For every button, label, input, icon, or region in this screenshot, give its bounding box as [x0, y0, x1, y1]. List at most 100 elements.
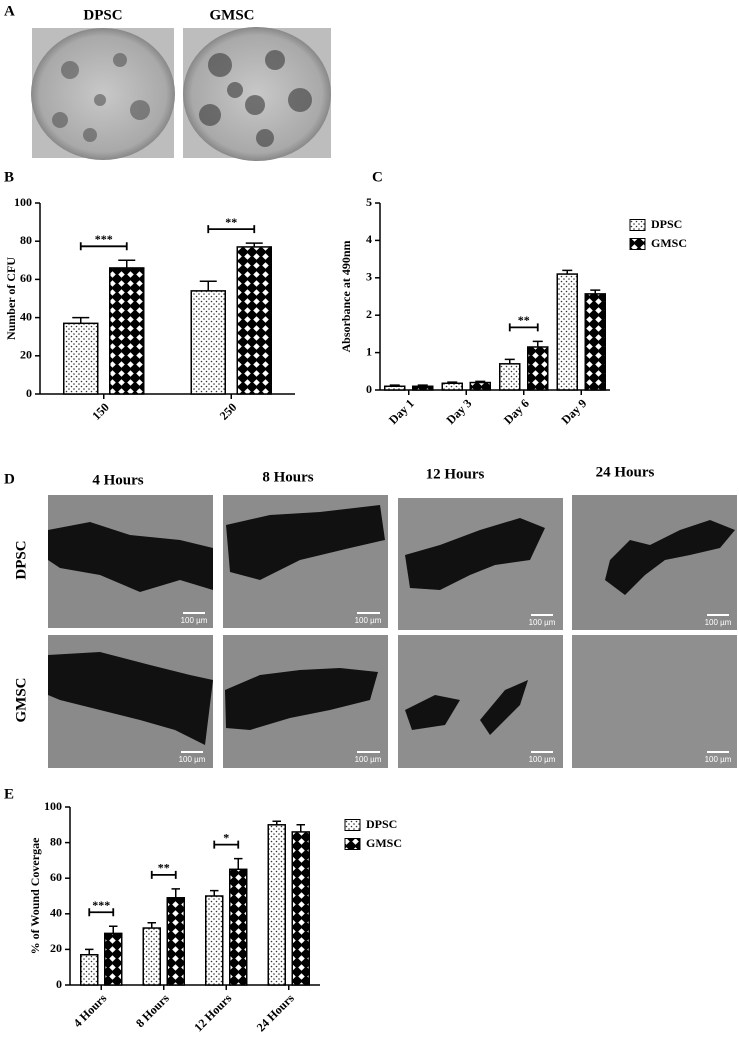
error-bar	[85, 948, 94, 955]
bar	[63, 322, 99, 395]
scale-bars	[181, 612, 729, 753]
scale-bar-label: 100 µm	[529, 755, 556, 764]
error-bar	[109, 925, 118, 934]
panel-label: B	[4, 169, 14, 185]
y-tick-label: 100	[44, 799, 62, 813]
x-tick-label: 8 Hours	[133, 991, 172, 1030]
error-bar	[590, 289, 601, 294]
error-bar	[199, 280, 217, 291]
colony-image	[183, 27, 331, 161]
significance-bracket	[88, 908, 115, 917]
y-axis-label: Number of CFU	[4, 257, 18, 340]
image-label: DPSC	[83, 7, 122, 23]
panel-label: E	[4, 786, 14, 802]
bar	[267, 824, 286, 986]
significance-bracket	[207, 225, 256, 234]
error-bar	[72, 316, 90, 324]
legend-swatch	[344, 838, 361, 850]
scale-bar-label: 100 µm	[705, 618, 732, 627]
x-tick-label: 150	[89, 400, 112, 423]
bar	[236, 246, 272, 395]
column-label: 12 Hours	[426, 466, 485, 482]
significance-label: **	[158, 861, 170, 875]
bar	[527, 346, 549, 391]
error-bar	[389, 384, 400, 387]
bar	[205, 895, 224, 986]
error-bar	[234, 857, 243, 870]
y-axis-label: Absorbance at 490nm	[339, 240, 353, 352]
panel-label: A	[4, 3, 15, 19]
scale-bar-label: 100 µm	[705, 755, 732, 764]
error-bar	[296, 824, 305, 832]
y-tick-label: 40	[50, 906, 62, 920]
y-tick-label: 60	[20, 271, 32, 285]
bar	[384, 385, 406, 391]
scale-bar-label: 100 µm	[181, 616, 208, 625]
bar	[104, 932, 123, 986]
image-label: GMSC	[210, 7, 255, 23]
y-tick-label: 80	[50, 834, 62, 848]
scale-bar-label: 100 µm	[529, 618, 556, 627]
bar	[80, 953, 99, 986]
y-tick-label: 20	[50, 941, 62, 955]
bar	[142, 927, 161, 986]
y-tick-label: 40	[20, 309, 32, 323]
y-tick-label: 0	[366, 382, 372, 396]
y-tick-label: 4	[366, 232, 372, 246]
legend-label: DPSC	[651, 217, 682, 231]
bar	[291, 831, 310, 986]
row-label: DPSC	[13, 540, 29, 579]
bar	[584, 293, 606, 391]
bar	[556, 273, 578, 391]
legend-label: GMSC	[366, 836, 402, 850]
significance-label: **	[518, 313, 530, 327]
bar	[469, 381, 491, 391]
bar	[499, 363, 521, 391]
error-bar	[118, 259, 136, 268]
wound-images	[48, 495, 737, 768]
significance-bracket	[79, 242, 128, 251]
error-bar	[272, 820, 281, 825]
scale-bar-label: 100 µm	[355, 755, 382, 764]
panel-label: D	[4, 471, 15, 487]
error-bar	[532, 340, 543, 347]
significance-label: ***	[92, 898, 110, 912]
bar	[166, 897, 185, 986]
column-label: 8 Hours	[262, 469, 313, 485]
bar	[109, 267, 145, 395]
error-bar	[447, 381, 458, 384]
y-tick-label: 0	[56, 977, 62, 991]
legend-swatch	[344, 819, 361, 831]
error-bar	[210, 889, 219, 896]
legend-label: GMSC	[651, 236, 687, 250]
x-tick-label: 24 Hours	[254, 991, 297, 1034]
bar	[441, 382, 463, 391]
y-tick-label: 0	[26, 386, 32, 400]
x-tick-label: Day 6	[501, 396, 532, 427]
significance-bracket	[508, 323, 539, 332]
significance-bracket	[150, 870, 177, 879]
error-bar	[562, 269, 573, 275]
y-tick-label: 100	[14, 195, 32, 209]
scale-bar-label: 100 µm	[179, 755, 206, 764]
y-tick-label: 1	[366, 344, 372, 358]
error-bar	[475, 380, 486, 383]
legend-swatch	[629, 219, 646, 231]
column-label: 24 Hours	[596, 464, 655, 480]
colony-image	[31, 28, 175, 160]
error-bar	[147, 921, 156, 929]
y-tick-label: 60	[50, 870, 62, 884]
scale-bar-label: 100 µm	[355, 616, 382, 625]
legend-label: DPSC	[366, 817, 397, 831]
error-bar	[171, 888, 180, 898]
bar	[412, 385, 434, 391]
x-tick-label: Day 1	[386, 396, 417, 427]
row-label: GMSC	[13, 678, 29, 723]
y-tick-label: 3	[366, 270, 372, 284]
bar	[190, 290, 226, 395]
significance-bracket	[213, 840, 240, 849]
column-label: 4 Hours	[92, 472, 143, 488]
x-tick-label: 4 Hours	[70, 991, 109, 1030]
significance-label: *	[223, 830, 229, 844]
